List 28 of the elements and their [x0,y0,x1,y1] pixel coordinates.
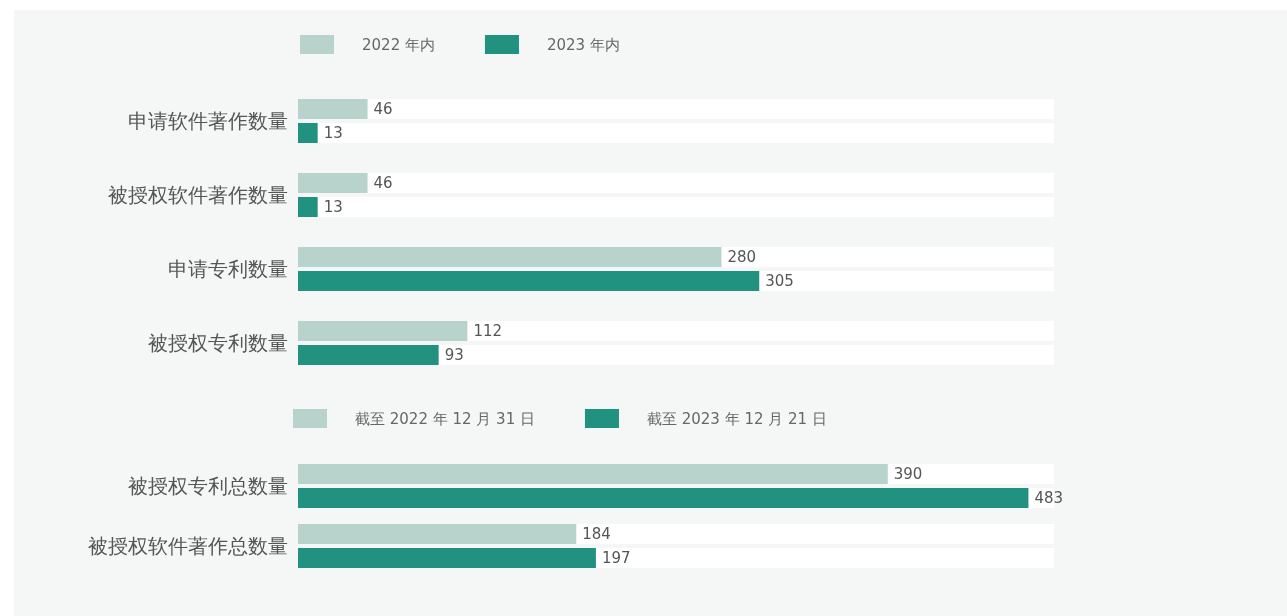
bar [298,321,468,341]
legend-label: 2022 年内 [362,36,435,54]
bar [298,173,368,193]
bar [298,123,318,143]
data-label: 390 [893,465,923,483]
y-tick-label: 申请专利数量 [168,257,288,281]
data-label: 93 [444,346,464,364]
legend-label: 截至 2022 年 12 月 31 日 [355,410,535,428]
data-label: 112 [473,322,503,340]
data-label: 184 [582,525,611,543]
y-tick-label: 被授权专利数量 [148,331,288,355]
y-tick-label: 被授权软件著作总数量 [88,534,288,558]
data-label: 13 [323,198,343,216]
bar [298,345,439,365]
data-label: 197 [601,549,631,567]
bar [298,197,318,217]
data-label: 280 [727,248,757,266]
data-label: 46 [373,174,393,192]
bar [298,99,368,119]
y-tick-label: 申请软件著作数量 [128,109,288,133]
y-tick-label: 被授权专利总数量 [128,474,288,498]
data-label: 483 [1034,489,1064,507]
data-label: 46 [373,100,393,118]
data-label: 305 [765,272,794,290]
y-tick-label: 被授权软件著作数量 [108,183,288,207]
legend-label: 截至 2023 年 12 月 21 日 [646,410,827,428]
data-label: 13 [323,124,343,142]
legend-label: 2023 年内 [546,36,620,54]
